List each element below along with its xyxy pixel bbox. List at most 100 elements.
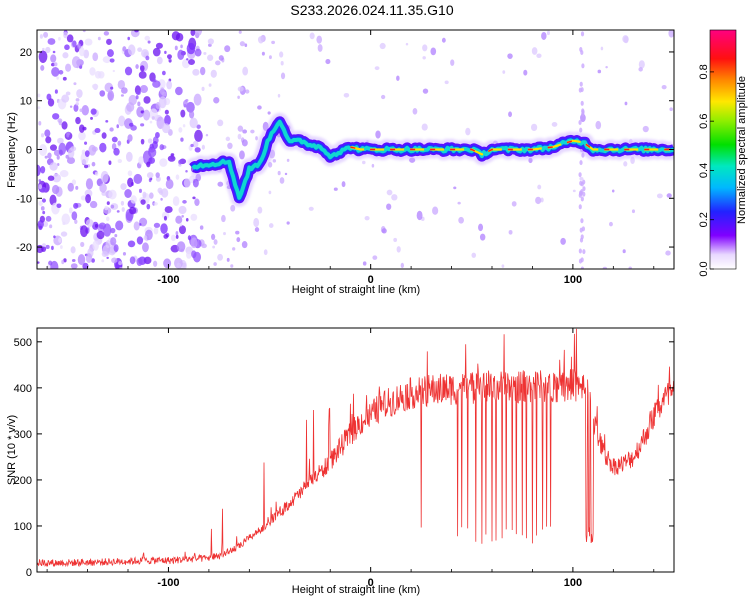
- spectrogram-streak: [579, 190, 583, 196]
- spectrogram-speck: [153, 227, 159, 235]
- spectrogram-speck: [39, 34, 43, 39]
- spectrogram-speck: [201, 86, 205, 91]
- figure-title: S233.2026.024.11.35.G10: [290, 2, 453, 18]
- spectrogram-speck: [67, 147, 75, 159]
- spectrogram-speck: [146, 172, 154, 179]
- spectrogram-speck: [432, 206, 439, 215]
- spectrogram-speck: [127, 134, 133, 142]
- spectrogram-speck: [238, 30, 242, 34]
- spectrogram-speck: [40, 166, 46, 174]
- spectrogram-speck: [379, 42, 386, 50]
- spectrogram-speck: [190, 213, 198, 221]
- spectrogram-speck: [84, 141, 88, 145]
- spectrogram-streak: [582, 179, 586, 185]
- spectrogram-speck: [199, 66, 206, 76]
- spectrogram-speck: [38, 179, 42, 183]
- spectrogram-speck: [656, 193, 663, 199]
- spectrogram-speck: [170, 153, 175, 157]
- spectrogram-speck: [75, 102, 79, 106]
- spectrogram-speck: [45, 215, 52, 222]
- spectrogram-speck: [40, 133, 45, 138]
- spectrogram-speck: [56, 76, 59, 80]
- spectrogram-speck: [66, 34, 74, 43]
- spectrogram-speck: [142, 191, 147, 199]
- snr-ticks: -100 0 100 0 100 200 300 400 500: [14, 328, 674, 589]
- spectrogram-speck: [471, 252, 477, 258]
- spectrogram-speck: [92, 52, 99, 62]
- spectrogram-speck: [317, 44, 323, 52]
- spectrogram-speck: [49, 224, 53, 229]
- spectrogram-streak: [579, 237, 584, 243]
- spectrogram-speck: [101, 259, 105, 263]
- spectrogram-speck: [64, 44, 70, 51]
- spectrogram-speck: [144, 35, 150, 41]
- colorbar-label: Normalized spectral amplitude: [736, 76, 748, 224]
- spectrogram-speck: [153, 201, 158, 206]
- spectrogram-speck: [118, 115, 126, 127]
- spectrogram-speck: [642, 125, 649, 133]
- spectrogram-speck: [120, 200, 125, 206]
- spectrogram-speck: [210, 69, 217, 78]
- spectrogram-speck: [213, 97, 220, 104]
- spectrogram-speck: [167, 54, 172, 60]
- spectrogram-speck: [74, 219, 78, 225]
- snr-xtick-label: 0: [368, 577, 374, 589]
- spectrogram-streak: [578, 204, 582, 210]
- spectrogram-speck: [225, 136, 231, 142]
- spectrogram-speck: [190, 143, 194, 148]
- spectrogram-speck: [125, 151, 133, 162]
- spectrogram-speck: [308, 206, 314, 211]
- spectrogram-speck: [129, 206, 137, 215]
- spectrogram-speck: [108, 160, 112, 165]
- spectrogram-speck: [99, 142, 107, 153]
- spectrogram-speck: [386, 203, 392, 210]
- spectrogram-speck: [186, 42, 196, 55]
- spectrogram-speck: [37, 261, 40, 264]
- spectrogram-speck: [65, 63, 72, 72]
- spectrogram-speck: [94, 128, 101, 134]
- spectrogram-speck: [185, 218, 189, 222]
- spectrogram-speck: [279, 177, 285, 184]
- snr-xtick-label: -100: [157, 577, 179, 589]
- spectrogram-speck: [109, 58, 115, 63]
- spectrogram-speck: [536, 53, 542, 58]
- spectrogram-speck: [226, 257, 230, 262]
- spectrogram-speck: [546, 30, 550, 36]
- spectrogram-speck: [268, 223, 274, 229]
- spectrogram-speck: [147, 138, 153, 144]
- spectrogram-speck: [65, 91, 71, 96]
- spectrogram-speck: [135, 64, 139, 69]
- spectrogram-speck: [99, 90, 106, 97]
- spectrogram-speck: [396, 75, 400, 81]
- spectrogram-speck: [180, 44, 183, 49]
- spectrogram-speck: [61, 94, 70, 103]
- spectrogram-speck: [178, 205, 187, 215]
- spectrogram-speck: [65, 154, 70, 159]
- spectrogram-speck: [165, 179, 174, 190]
- spectrogram-speck: [57, 163, 60, 166]
- spectrogram-speck: [91, 258, 95, 263]
- spectrogram-speck: [84, 150, 90, 158]
- spectrogram-speck: [79, 47, 85, 57]
- snr-panel: -100 0 100 0 100 200 300 400 500 Height of strai…: [6, 327, 675, 596]
- spectrogram-speck: [261, 51, 265, 56]
- spectrogram-speck: [458, 216, 464, 224]
- spectrogram-speck: [52, 173, 61, 183]
- spectrogram-speck: [63, 258, 67, 263]
- spectrogram-speck: [160, 223, 168, 234]
- spectrogram-speck: [100, 170, 109, 183]
- spectrogram-speck: [163, 258, 172, 269]
- spectrogram-speck: [52, 113, 60, 120]
- spectrogram-speck: [130, 195, 137, 204]
- spectrogram-speck: [48, 260, 53, 266]
- spectrogram-speck: [192, 178, 199, 188]
- spectrogram-speck: [605, 65, 608, 69]
- spectrogram-speck: [362, 160, 366, 165]
- spectrogram-speck: [192, 68, 200, 76]
- spectrogram-speck: [600, 46, 604, 51]
- spectrogram-speck: [60, 245, 63, 249]
- spectrogram-speck: [611, 189, 615, 193]
- spectrogram-speck: [502, 70, 506, 74]
- snr-ylabel: SNR (10 * v/v): [6, 415, 18, 485]
